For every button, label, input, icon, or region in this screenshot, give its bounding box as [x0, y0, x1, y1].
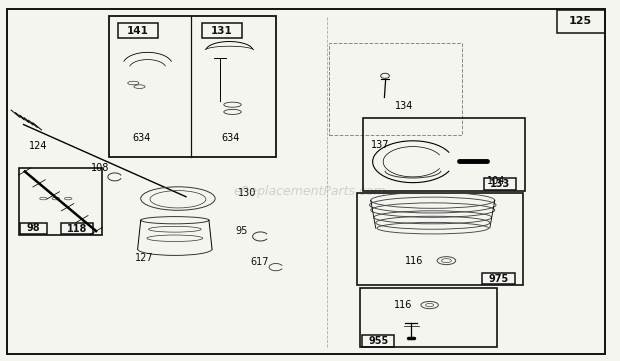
Text: 955: 955: [368, 336, 388, 346]
Text: 124: 124: [29, 141, 48, 151]
Text: 118: 118: [67, 223, 87, 234]
Text: 95: 95: [236, 226, 248, 236]
Text: 133: 133: [490, 179, 510, 189]
Bar: [482, 273, 515, 284]
Bar: [61, 223, 93, 234]
Bar: [362, 335, 394, 347]
Text: 98: 98: [27, 223, 40, 233]
Bar: [363, 118, 525, 191]
Text: eReplacementParts.com: eReplacementParts.com: [234, 185, 386, 198]
Text: 137: 137: [371, 140, 390, 150]
Bar: [557, 10, 604, 33]
Bar: [19, 168, 102, 235]
Text: 141: 141: [127, 26, 149, 36]
Text: 108: 108: [91, 163, 110, 173]
Bar: [202, 23, 242, 38]
Text: 134: 134: [395, 101, 414, 112]
Bar: [108, 16, 276, 157]
Text: 634: 634: [221, 133, 240, 143]
Text: 634: 634: [132, 133, 151, 143]
Bar: [484, 178, 516, 190]
Text: 617: 617: [250, 257, 268, 267]
Text: 130: 130: [237, 188, 256, 198]
Text: 131: 131: [211, 26, 232, 36]
Bar: [20, 223, 46, 234]
Bar: [357, 193, 523, 285]
Bar: [360, 288, 497, 347]
Text: 116: 116: [394, 300, 412, 310]
Text: 127: 127: [135, 253, 153, 263]
Text: 125: 125: [569, 17, 592, 26]
Bar: [329, 43, 462, 135]
Text: 104: 104: [487, 176, 505, 186]
Bar: [118, 23, 158, 38]
Text: 116: 116: [405, 256, 423, 266]
Text: 975: 975: [489, 274, 508, 284]
